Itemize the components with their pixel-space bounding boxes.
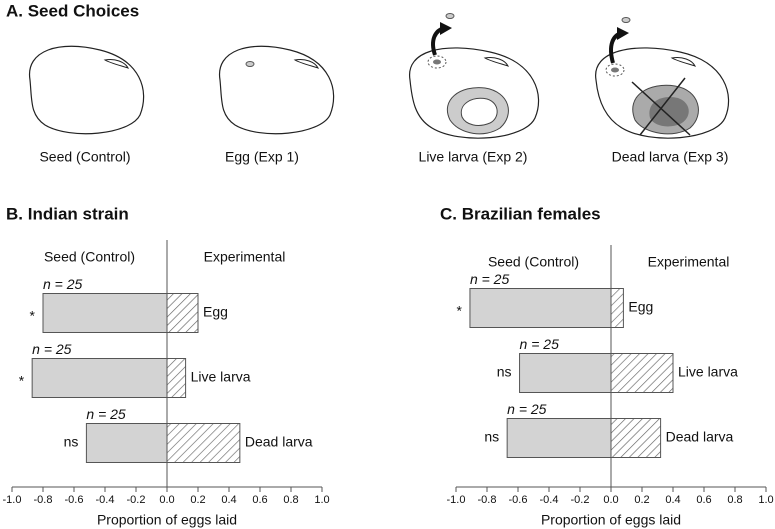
x-tick-label: 0.2 [634, 494, 649, 506]
significance: ns [484, 429, 499, 445]
x-tick-label: -0.6 [509, 494, 528, 506]
seed-label: Egg (Exp 1) [225, 149, 299, 165]
x-tick-label: 0.0 [159, 494, 174, 506]
legend-label: Experimental [204, 249, 286, 265]
bar [506, 418, 612, 458]
category-label: Dead larva [245, 434, 313, 450]
bar [519, 353, 612, 393]
chart-title: B. Indian strain [6, 204, 129, 223]
significance: * [456, 303, 462, 319]
legend-label: Seed (Control) [488, 254, 579, 270]
x-tick-label: 0.4 [221, 494, 236, 506]
x-tick-label: -1.0 [3, 494, 22, 506]
sample-size: n = 25 [43, 276, 83, 292]
bar [42, 293, 168, 333]
sample-size: n = 25 [32, 341, 72, 357]
chart-title: C. Brazilian females [440, 204, 601, 223]
x-tick-label: 1.0 [758, 494, 773, 506]
panel-a-title: A. Seed Choices [6, 1, 139, 20]
sample-size: n = 25 [520, 336, 560, 352]
x-tick-label: 0.6 [252, 494, 267, 506]
seed-label: Seed (Control) [39, 149, 130, 165]
legend-label: Experimental [648, 254, 730, 270]
category-label: Live larva [678, 364, 738, 380]
seed-label: Dead larva (Exp 3) [612, 149, 729, 165]
seed-illustrations [29, 13, 730, 139]
bar [166, 423, 241, 463]
bar [610, 353, 674, 393]
bar [31, 358, 168, 398]
sample-size: n = 25 [470, 271, 510, 287]
category-label: Dead larva [666, 429, 734, 445]
bar [610, 288, 624, 328]
x-tick-label: 0.6 [696, 494, 711, 506]
bar [610, 418, 662, 458]
x-tick-label: -0.4 [540, 494, 559, 506]
significance: * [30, 308, 36, 324]
x-tick-label: 1.0 [314, 494, 329, 506]
bar [166, 293, 199, 333]
x-tick-label: 0.4 [665, 494, 680, 506]
significance: ns [64, 434, 79, 450]
significance: * [19, 373, 25, 389]
category-label: Egg [628, 299, 653, 315]
bar [469, 288, 612, 328]
sample-size: n = 25 [507, 401, 547, 417]
x-tick-label: 0.2 [190, 494, 205, 506]
significance: ns [497, 364, 512, 380]
x-tick-label: 0.8 [727, 494, 742, 506]
x-tick-label: -0.8 [34, 494, 53, 506]
legend-label: Seed (Control) [44, 249, 135, 265]
x-axis-label: Proportion of eggs laid [541, 512, 681, 528]
x-tick-label: 0.8 [283, 494, 298, 506]
x-tick-label: -0.4 [96, 494, 115, 506]
category-label: Egg [203, 304, 228, 320]
seed-label: Live larva (Exp 2) [419, 149, 528, 165]
x-tick-label: -0.2 [127, 494, 146, 506]
x-tick-label: 0.0 [603, 494, 618, 506]
x-tick-label: -0.8 [478, 494, 497, 506]
x-tick-label: -1.0 [447, 494, 466, 506]
x-tick-label: -0.2 [571, 494, 590, 506]
x-tick-label: -0.6 [65, 494, 84, 506]
sample-size: n = 25 [86, 406, 126, 422]
bar [85, 423, 168, 463]
bar [166, 358, 187, 398]
category-label: Live larva [191, 369, 251, 385]
x-axis-label: Proportion of eggs laid [97, 512, 237, 528]
